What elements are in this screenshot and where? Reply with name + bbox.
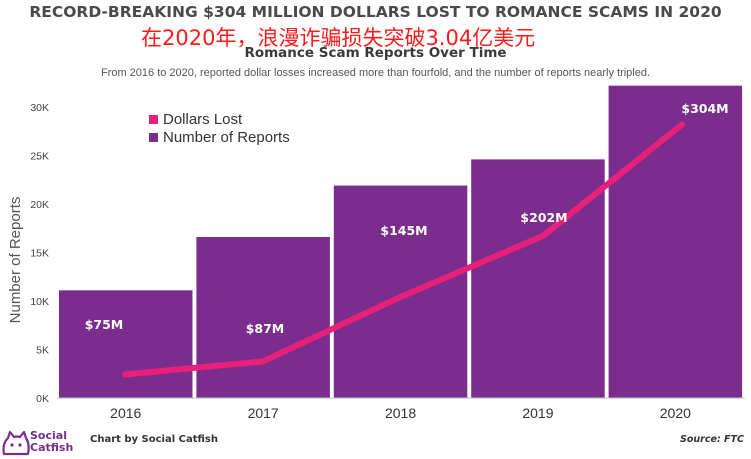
chart-svg: Number of Reports 0K 5K 10K 15K 20K 25K 30K 20…: [7, 85, 745, 421]
data-label-2016: $75M: [85, 317, 124, 332]
bar-reports-2018: [333, 185, 468, 398]
data-label-2017: $87M: [246, 321, 285, 336]
chart-description: From 2016 to 2020, reported dollar losse…: [100, 67, 651, 79]
legend-swatch-number-of-reports: [149, 133, 158, 142]
x-tick-label: 2016: [110, 405, 141, 421]
y-tick-label: 0K: [36, 393, 49, 405]
legend-label-number-of-reports: Number of Reports: [163, 129, 290, 146]
chinese-caption: 在2020年，浪漫诈骗损失突破3.04亿美元: [141, 26, 536, 50]
line-dollars-lost: [122, 121, 685, 378]
data-label-2018: $145M: [380, 223, 427, 238]
chart-credit: Chart by Social Catfish: [90, 434, 218, 445]
social-catfish-logo: [2, 430, 30, 456]
data-label-2020: $304M: [681, 101, 728, 116]
chart-title: RECORD-BREAKING $304 MILLION DOLLARS LOS…: [29, 3, 722, 21]
x-tick-label: 2019: [522, 405, 553, 421]
y-tick-label: 30K: [30, 102, 49, 114]
y-tick-label: 15K: [30, 248, 49, 260]
brand-line-2: Catfish: [30, 441, 74, 454]
data-label-2019: $202M: [520, 210, 567, 225]
bar-reports-2019: [471, 159, 605, 398]
y-axis-title: Number of Reports: [7, 197, 24, 324]
legend-swatch-dollars-lost: [149, 115, 158, 124]
x-tick-label: 2017: [248, 405, 279, 421]
x-tick-label: 2020: [660, 405, 691, 421]
bar-reports-2016: [59, 290, 193, 398]
y-tick-label: 10K: [30, 296, 49, 308]
bar-reports-2020: [608, 85, 743, 398]
brand-name: Social Catfish: [30, 430, 73, 454]
chart-subtitle: Romance Scam Reports Over Time: [244, 45, 507, 61]
cat-icon: [2, 430, 30, 456]
bar-reports-2017: [196, 236, 330, 398]
chart-source: Source: FTC: [680, 434, 744, 445]
y-tick-label: 25K: [30, 151, 49, 163]
x-tick-label: 2018: [385, 405, 416, 421]
y-tick-label: 20K: [30, 199, 49, 211]
legend-label-dollars-lost: Dollars Lost: [163, 111, 243, 128]
brand-line-1: Social: [30, 429, 67, 442]
y-tick-label: 5K: [36, 345, 49, 357]
